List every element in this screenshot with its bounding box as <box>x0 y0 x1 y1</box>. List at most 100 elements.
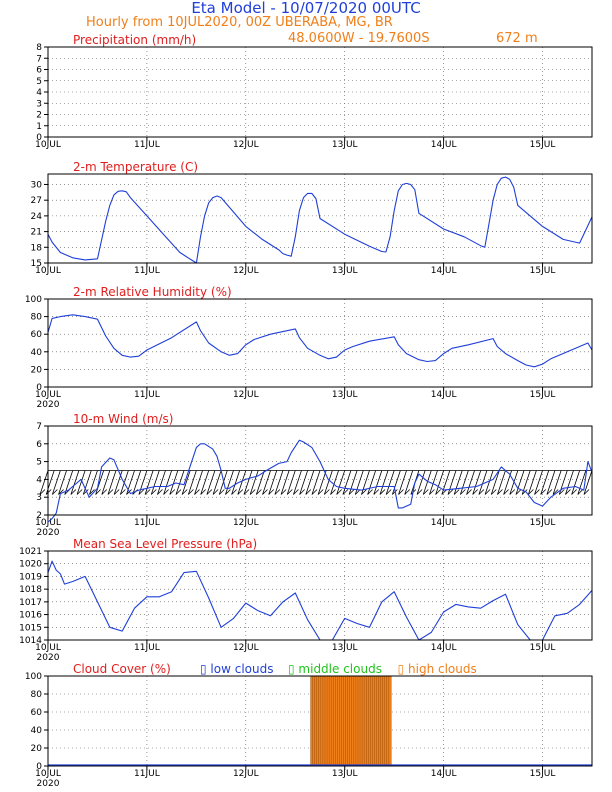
legend-item: ▯ high clouds <box>398 662 477 676</box>
wind-barb-head <box>497 489 503 495</box>
wind-barb-head <box>181 489 188 495</box>
wind-barb-head <box>82 489 89 495</box>
page-subtitle: Hourly from 10JUL2020, 00Z UBERABA, MG, … <box>86 15 393 30</box>
wind-barb-head <box>398 489 404 495</box>
wind-barb-head <box>552 489 559 495</box>
y-tick-label: 60 <box>31 330 43 340</box>
wind-barb <box>218 470 228 495</box>
wind-barb <box>330 470 339 495</box>
wind-barb <box>293 470 302 495</box>
wind-barb <box>546 470 556 495</box>
wind-barb <box>571 470 581 495</box>
wind-barb <box>466 470 475 495</box>
y-tick-label: 2 <box>36 111 42 121</box>
wind-barb-head <box>404 489 411 495</box>
wind-barb <box>286 470 296 495</box>
y-tick-label: 1019 <box>19 572 42 582</box>
wind-barb <box>150 470 160 495</box>
wind-barb <box>441 470 451 495</box>
x-tick-label: 11JUL <box>134 769 160 779</box>
station-coords: 48.0600W - 19.7600S <box>288 31 430 46</box>
wind-barb-head <box>163 489 169 495</box>
y-tick-label: 18 <box>31 243 43 253</box>
wind-barb <box>181 470 191 495</box>
legend-item: ▯ middle clouds <box>288 662 382 676</box>
wind-barb <box>484 470 494 495</box>
wind-barb-head <box>466 489 472 495</box>
wind-barb-head <box>243 489 250 495</box>
plot-frame <box>47 46 593 138</box>
wind-barb-head <box>330 489 336 495</box>
x-tick-label: 10JUL <box>35 390 61 400</box>
wind-barb <box>342 470 352 495</box>
wind-barb-head <box>453 489 460 495</box>
wind-barb <box>367 470 377 495</box>
wind-barb-head <box>113 489 120 495</box>
wind-barb <box>212 470 222 495</box>
wind-barb <box>51 470 61 495</box>
x-tick-label: 11JUL <box>134 518 160 528</box>
wind-barb-head <box>429 489 435 495</box>
wind-barb-head <box>422 489 429 495</box>
wind-barb <box>497 470 506 495</box>
wind-barb <box>385 470 395 495</box>
wind-barb <box>225 470 234 495</box>
wind-barb-head <box>101 489 108 495</box>
wind-barb-head <box>311 489 318 495</box>
wind-barb <box>398 470 407 495</box>
y-tick-label: 2 <box>36 511 42 521</box>
y-tick-label: 3 <box>36 493 42 503</box>
wind-barb <box>82 470 92 495</box>
wind-barb <box>459 470 469 495</box>
wind-barb-head <box>157 489 163 495</box>
wind-barb-head <box>212 489 219 495</box>
y-tick-label: 100 <box>25 295 42 305</box>
x-tick-label: 14JUL <box>431 518 457 528</box>
x-tick-label: 11JUL <box>134 390 160 400</box>
wind-barb <box>237 470 247 495</box>
wind-barb-head <box>324 489 330 495</box>
y-tick-label: 1014 <box>19 636 42 646</box>
x-tick-label: 11JUL <box>134 140 160 150</box>
wind-barb-head <box>460 489 466 495</box>
y-tick-label: 5 <box>36 458 42 468</box>
wind-barb <box>379 470 389 495</box>
wind-barb <box>447 470 457 495</box>
x-year-label: 2020 <box>37 528 60 538</box>
wind-barb-head <box>70 489 77 495</box>
plot-frame <box>47 675 593 767</box>
wind-barb-head <box>45 489 52 495</box>
wind-barb-head <box>521 489 528 495</box>
y-tick-label: 60 <box>31 708 43 718</box>
mslp-panel: 1014 1015 1016 1017 1018 1019 1020 1021 10JUL 11J… <box>19 537 593 663</box>
wind-barb-head <box>194 489 200 495</box>
y-tick-label: 0 <box>36 762 42 772</box>
x-tick-label: 12JUL <box>233 769 259 779</box>
y-tick-label: 1021 <box>19 547 42 557</box>
wind-barb-head <box>280 489 287 495</box>
y-tick-label: 40 <box>31 726 43 736</box>
wind-barb <box>490 470 500 495</box>
wind-barb-head <box>225 489 231 495</box>
x-tick-label: 15JUL <box>530 518 556 528</box>
wind-barb-head <box>317 489 324 495</box>
wind-barb <box>70 470 80 495</box>
wind-barb <box>565 470 574 495</box>
wind-title: 10-m Wind (m/s) <box>73 412 173 426</box>
y-tick-label: 100 <box>25 672 42 682</box>
wind-barb-head <box>107 489 114 495</box>
x-tick-label: 13JUL <box>332 140 358 150</box>
wind-barb <box>336 470 346 495</box>
wind-barb <box>373 470 383 495</box>
wind-barb <box>404 470 414 495</box>
y-tick-label: 20 <box>31 365 43 375</box>
y-tick-label: 3 <box>36 99 42 109</box>
wind-barb <box>577 470 587 495</box>
wind-barb-head <box>558 489 565 495</box>
plot-frame <box>47 550 593 641</box>
wind-barb <box>299 470 309 495</box>
y-tick-label: 7 <box>36 54 42 64</box>
wind-barb-head <box>237 489 244 495</box>
wind-barb-head <box>169 489 176 495</box>
wind-line <box>47 439 593 523</box>
